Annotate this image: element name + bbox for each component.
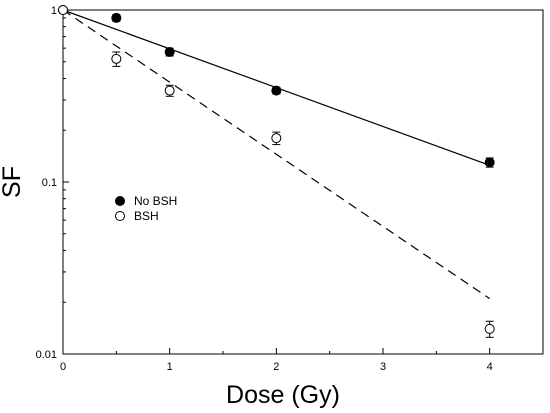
point-no-bsh <box>271 85 282 96</box>
x-tick-label: 4 <box>487 361 493 373</box>
data-points <box>58 5 495 338</box>
point-bsh <box>484 323 495 334</box>
legend-label-no-bsh: No BSH <box>134 194 177 208</box>
x-tick-label: 2 <box>273 361 279 373</box>
y-tick-label: 0.1 <box>42 177 57 189</box>
x-tick-label: 0 <box>60 361 66 373</box>
legend-marker-bsh <box>115 211 125 221</box>
y-tick-label: 1 <box>51 5 57 17</box>
axis-ticks: 0 1 2 3 4 0.01 0.1 1 <box>36 5 493 373</box>
point-bsh <box>271 133 282 144</box>
point-no-bsh <box>484 157 495 168</box>
x-tick-label: 3 <box>380 361 386 373</box>
plot-frame <box>62 9 544 355</box>
x-axis-title: Dose (Gy) <box>226 381 340 409</box>
point-bsh <box>58 5 68 15</box>
legend-marker-no-bsh <box>115 196 125 206</box>
point-no-bsh <box>164 46 175 57</box>
legend: No BSH BSH <box>115 194 177 223</box>
point-bsh <box>111 53 122 64</box>
fit-line-bsh <box>62 9 491 300</box>
x-tick-label: 1 <box>167 361 173 373</box>
point-bsh <box>164 85 175 96</box>
y-tick-label: 0.01 <box>36 349 57 361</box>
y-axis-title: SF <box>0 166 26 198</box>
fit-lines <box>62 9 491 300</box>
legend-label-bsh: BSH <box>134 209 159 223</box>
point-no-bsh <box>111 12 122 23</box>
